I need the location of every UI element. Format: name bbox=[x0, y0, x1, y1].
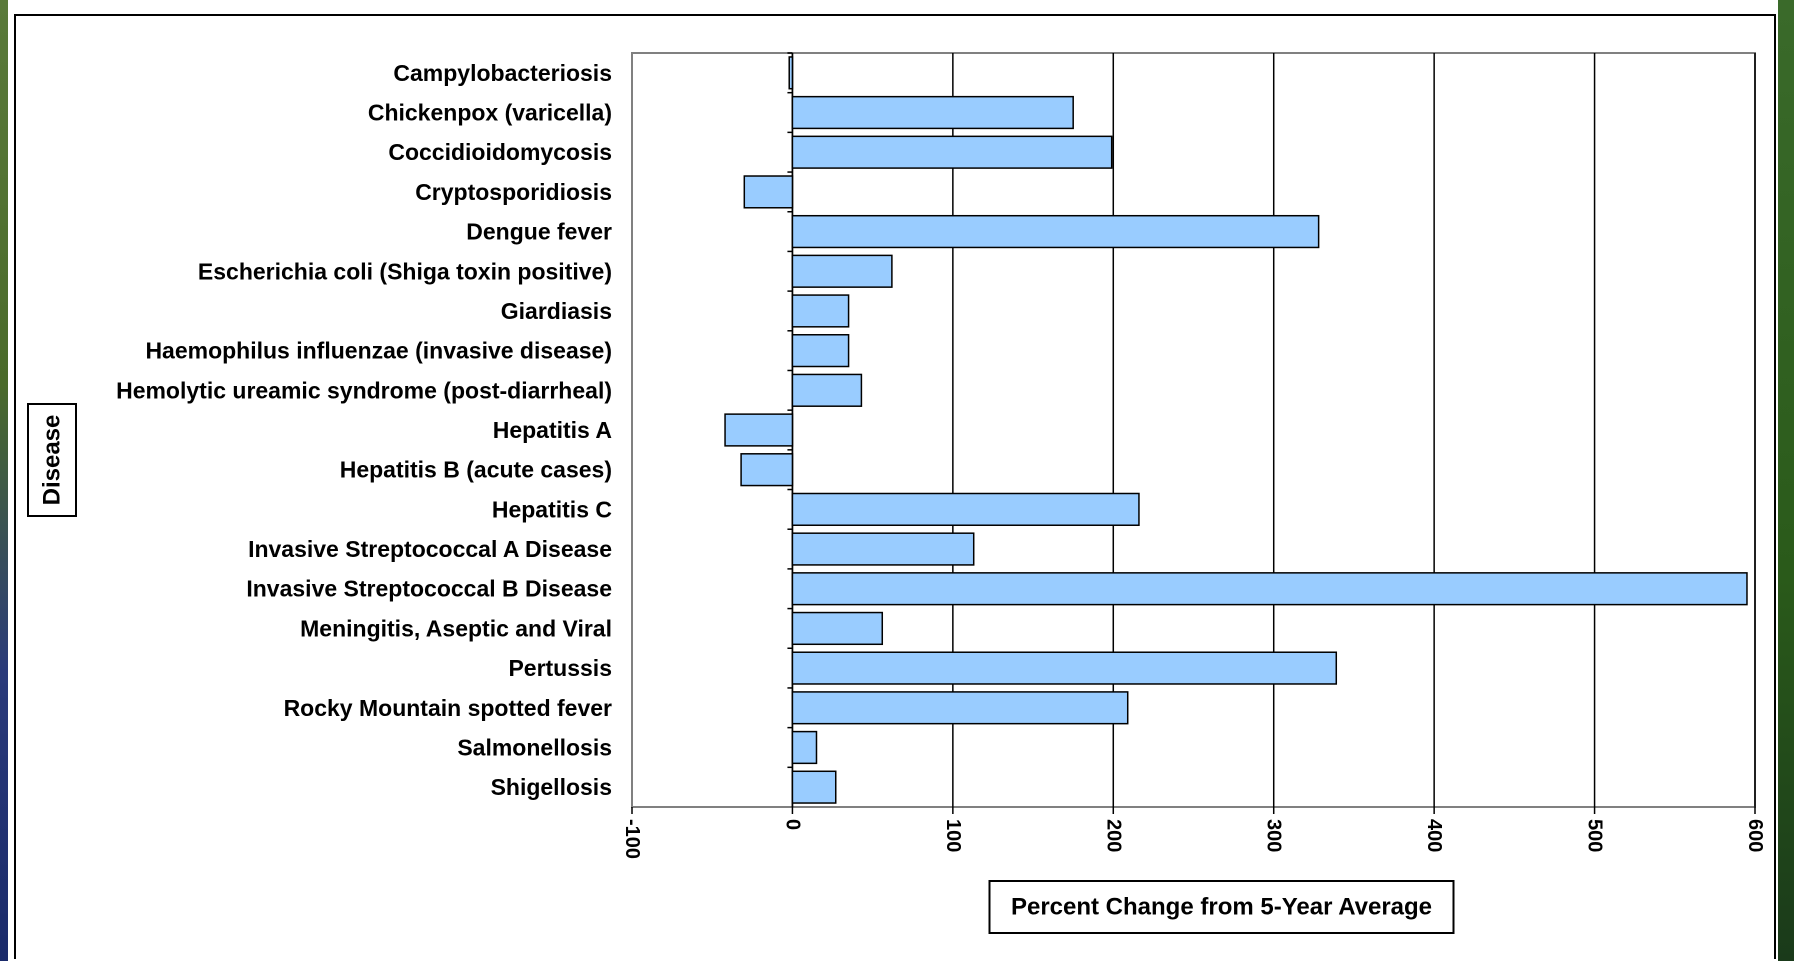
bar bbox=[724, 413, 794, 447]
category-label: Hepatitis B (acute cases) bbox=[340, 457, 612, 483]
category-label: Hemolytic ureamic syndrome (post-diarrhe… bbox=[116, 377, 612, 403]
category-label: Invasive Streptococcal A Disease bbox=[248, 536, 612, 562]
x-tick-labels: -100 0 100 200 300 400 500 600 bbox=[621, 819, 1766, 859]
category-label: Hepatitis C bbox=[492, 496, 612, 522]
category-label: Campylobacteriosis bbox=[393, 60, 612, 86]
bar bbox=[791, 611, 884, 646]
category-label: Pertussis bbox=[508, 655, 612, 681]
bar bbox=[791, 373, 863, 407]
x-tick-label: 600 bbox=[1744, 819, 1766, 852]
bar bbox=[791, 294, 850, 328]
category-label: Giardiasis bbox=[501, 298, 612, 324]
window-edge-left bbox=[0, 0, 8, 961]
x-tick-label: 0 bbox=[781, 819, 803, 830]
bar bbox=[791, 492, 1140, 526]
category-label: Escherichia coli (Shiga toxin positive) bbox=[198, 258, 612, 284]
bars bbox=[724, 52, 1748, 804]
category-label: Cryptosporidiosis bbox=[415, 179, 612, 205]
x-tick-label: 200 bbox=[1102, 819, 1124, 852]
bar bbox=[791, 95, 1074, 130]
bar bbox=[791, 691, 1129, 725]
bar bbox=[743, 175, 794, 209]
category-label: Hepatitis A bbox=[493, 417, 612, 443]
bar bbox=[791, 730, 818, 765]
bar bbox=[791, 135, 1113, 169]
bar bbox=[740, 453, 794, 487]
category-label: Shigellosis bbox=[491, 774, 612, 800]
x-tick-label: 500 bbox=[1584, 819, 1606, 852]
y-axis-title: Disease bbox=[27, 403, 77, 517]
bar bbox=[791, 651, 1338, 685]
x-tick-label: 400 bbox=[1423, 819, 1445, 852]
bar bbox=[791, 334, 850, 368]
x-tick-label: -100 bbox=[621, 819, 643, 859]
bar bbox=[791, 572, 1748, 606]
bar bbox=[791, 770, 837, 804]
x-axis-title-text: Percent Change from 5-Year Average bbox=[1011, 894, 1432, 921]
category-label: Meningitis, Aseptic and Viral bbox=[300, 615, 612, 641]
bar bbox=[791, 532, 975, 566]
category-label: Rocky Mountain spotted fever bbox=[284, 695, 612, 721]
x-axis-title: Percent Change from 5-Year Average bbox=[988, 880, 1455, 934]
window-edge-right bbox=[1778, 0, 1794, 961]
y-axis-title-text: Disease bbox=[39, 415, 66, 506]
category-label: Chickenpox (varicella) bbox=[368, 100, 612, 126]
category-label: Invasive Streptococcal B Disease bbox=[246, 576, 612, 602]
bar bbox=[788, 56, 794, 90]
x-tick-label: 100 bbox=[942, 819, 964, 852]
category-label: Coccidioidomycosis bbox=[388, 139, 612, 165]
x-tick-label: 300 bbox=[1263, 819, 1285, 852]
category-label: Salmonellosis bbox=[457, 734, 612, 760]
category-label: Haemophilus influenzae (invasive disease… bbox=[145, 338, 612, 364]
category-labels: Campylobacteriosis Chickenpox (varicella)… bbox=[116, 60, 612, 800]
category-label: Dengue fever bbox=[466, 219, 612, 245]
bar bbox=[791, 214, 1320, 249]
bar bbox=[791, 254, 893, 288]
